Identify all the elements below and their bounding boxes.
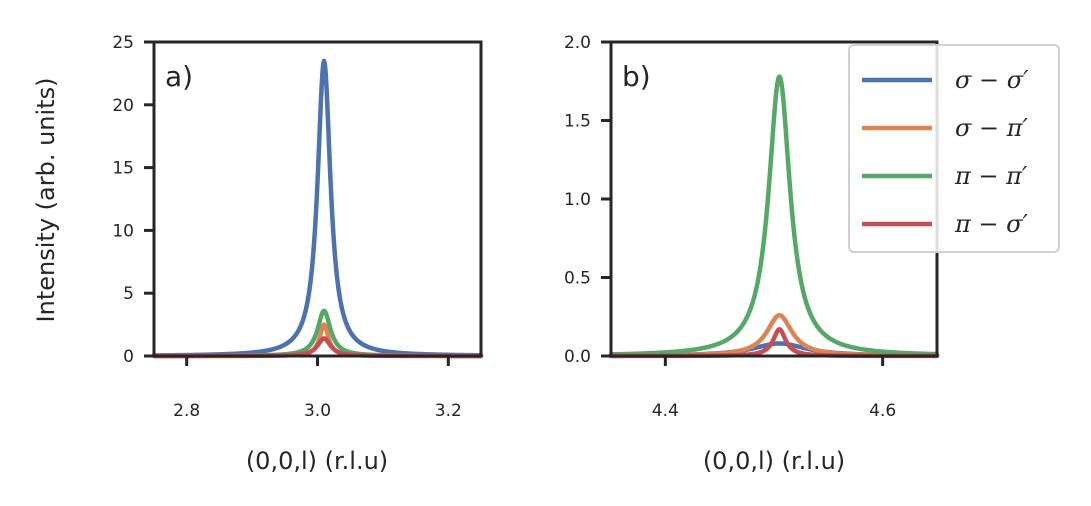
- panel-a-ticks: 2.8 3.0 3.2 0 5 10 15 20 25: [112, 33, 461, 421]
- panel-a-series-lines: [151, 58, 484, 359]
- legend-box: [848, 44, 1060, 253]
- panel-a-frame: [152, 40, 483, 358]
- panel-b-y-tick-label: 0.5: [564, 269, 591, 289]
- legend: σ − σ′ σ − π′ π − π′ π − σ′: [848, 44, 1060, 253]
- panel-a-y-tick-label: 25: [112, 33, 134, 53]
- panel-a-y-tick-label: 0: [123, 347, 134, 367]
- panel-a-x-tick-label: 3.0: [304, 401, 331, 421]
- panel-b-y-tick-label: 0.0: [564, 347, 591, 367]
- panel-b-y-tick-label: 2.0: [564, 33, 591, 53]
- panel-b-x-tick-label: 4.6: [869, 401, 896, 421]
- panel-a-y-tick-label: 20: [112, 96, 134, 116]
- legend-label: σ − π′: [955, 114, 1029, 142]
- panel-a-y-tick-label: 15: [112, 159, 134, 179]
- panel-a-y-tick-label: 5: [123, 284, 134, 304]
- legend-label: σ − σ′: [955, 66, 1029, 94]
- panel-a-x-tick-label: 3.2: [435, 401, 462, 421]
- panel-a-series-line-3: [151, 308, 484, 359]
- panel-b-y-tick-label: 1.0: [564, 190, 591, 210]
- panel-b-label: b): [622, 60, 651, 93]
- legend-label: π − π′: [954, 162, 1028, 190]
- panel-b: 4.4 4.6 0.0 0.5 1.0 1.5 2.0 b) (0,0,l) (r.l.u): [564, 33, 940, 475]
- panel-a-x-axis-label: (0,0,l) (r.l.u): [246, 447, 388, 475]
- panel-a-y-axis-label: Intensity (arb. units): [32, 78, 60, 323]
- panel-b-y-tick-label: 1.5: [564, 112, 591, 132]
- panel-a-series-line-1: [151, 58, 484, 358]
- panel-b-x-tick-label: 4.4: [652, 401, 679, 421]
- legend-label: π − σ′: [954, 210, 1029, 238]
- panel-a: 2.8 3.0 3.2 0 5 10 15 20 25 a) (0,0,l) (r.l.u) I…: [32, 33, 484, 475]
- panel-b-ticks: 4.4 4.6 0.0 0.5 1.0 1.5 2.0: [564, 33, 896, 421]
- panel-a-y-tick-label: 10: [112, 221, 134, 241]
- legend-entries: σ − σ′ σ − π′ π − π′ π − σ′: [862, 66, 1029, 238]
- panel-a-x-tick-label: 2.8: [173, 401, 200, 421]
- panel-b-x-axis-label: (0,0,l) (r.l.u): [703, 447, 845, 475]
- panel-b-series-line-3: [608, 74, 940, 357]
- panel-a-label: a): [165, 60, 193, 93]
